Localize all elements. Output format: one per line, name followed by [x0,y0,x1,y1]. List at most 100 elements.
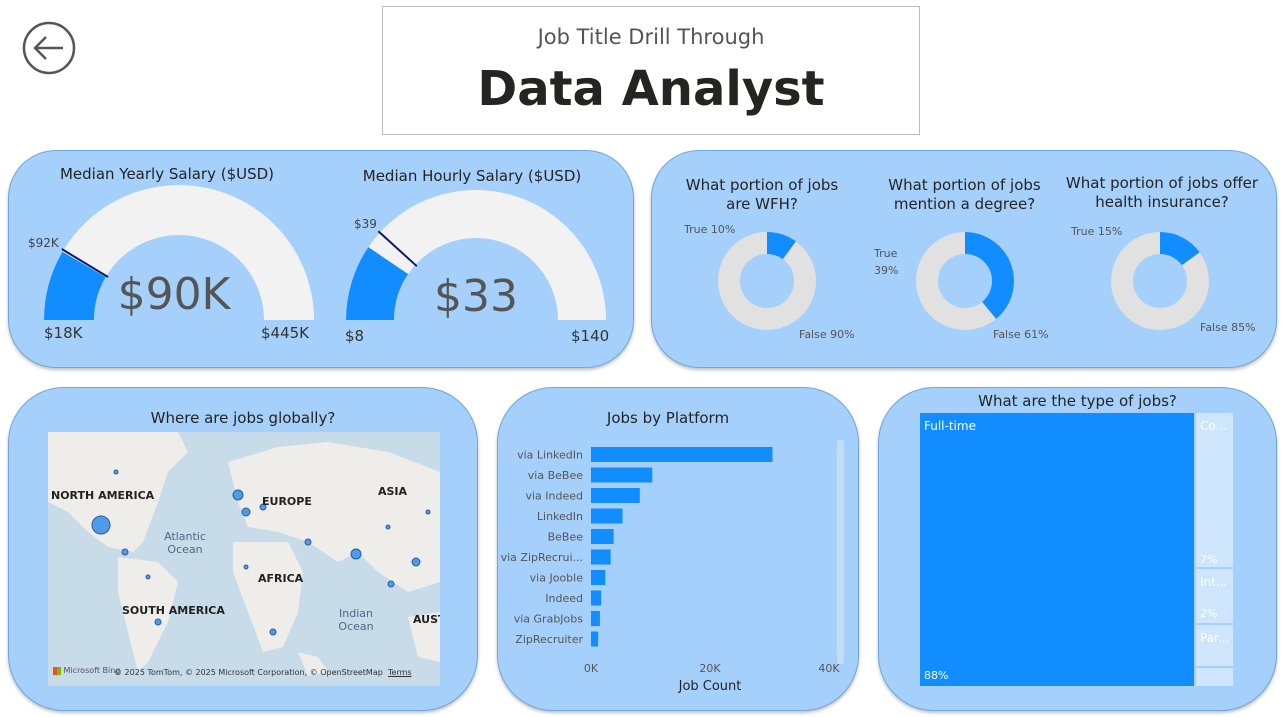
hourly-gauge [346,190,606,320]
map-card: Where are jobs globally? [8,387,478,711]
map-label-asia: ASIA [378,485,408,498]
yearly-min-label: $18K [44,324,83,342]
salary-card: Median Yearly Salary ($USD) Median Hourl… [8,150,634,368]
job-type-title: What are the type of jobs? [978,392,1177,410]
map-label-africa: AFRICA [258,572,304,585]
map-bubble-us-west [91,515,111,535]
map-attribution[interactable]: © 2025 TomTom, © 2025 Microsoft Corporat… [114,668,383,677]
map-label-australia: AUST [413,613,440,626]
header-subtitle: Job Title Drill Through [537,25,765,49]
map-bubble-se-asia [387,580,395,588]
map-bubble-canada [113,469,119,475]
map-label-north-america: NORTH AMERICA [51,489,155,502]
yearly-max-label: $445K [261,324,310,342]
hourly-max-label: $140 [571,327,610,345]
platform-bar[interactable] [591,631,599,647]
treemap-contract-pct: 7% [1200,553,1218,566]
treemap-other[interactable] [1196,668,1233,686]
treemap-internship-pct: 2% [1200,607,1218,620]
treemap-fulltime-label: Full-time [924,419,976,433]
treemap-parttime-label: Par... [1200,631,1230,645]
bing-logo: Microsoft Bing [53,666,120,675]
x-tick-label: 0K [584,662,599,675]
bar-category-label: via Jooble [530,572,584,585]
yearly-salary-title: Median Yearly Salary ($USD) [59,165,275,183]
treemap-contract-label: Co... [1200,419,1227,433]
yearly-gauge [44,185,314,320]
back-arrow-icon [22,21,76,75]
map-bubble-india [350,548,362,560]
wfh-title: What portion of jobs are WFH? [685,176,839,213]
platform-xlabel: Job Count [678,679,742,694]
map-bubble-mexico [121,548,129,556]
map-label-europe: EUROPE [262,495,312,508]
map-title: Where are jobs globally? [150,409,336,427]
yearly-target-label: $92K [28,236,59,250]
map-bubble-japan [425,509,431,515]
bar-category-label: via LinkedIn [517,449,583,462]
map-bubble-africa-s [269,628,277,636]
wfh-donut [718,232,816,330]
treemap-contract[interactable]: Co... 7% [1196,413,1233,567]
treemap-internship[interactable]: Int... 2% [1196,569,1233,623]
degree-true-pct: 39% [874,264,899,277]
map-bubble-china [385,524,391,530]
platform-bar-chart: via LinkedIn via BeBee via Indeed LinkedIn B… [501,447,840,675]
treemap-fulltime[interactable]: Full-time 88% [920,413,1194,686]
degree-true-label: True [874,247,898,260]
windows-icon [53,666,61,675]
hourly-salary-value: $33 [434,271,518,322]
yearly-salary-value: $90K [117,269,231,320]
map-bubble-philippines [411,557,421,567]
map-bubble-africa-w [243,564,249,570]
bar-category-label: via Indeed [525,490,583,503]
yearly-gauge-target [61,248,109,278]
platform-bar[interactable] [591,447,773,462]
bar-category-label: LinkedIn [537,510,583,523]
health-false-label: False 85% [1200,321,1256,334]
platform-bar[interactable] [591,570,606,585]
map-bubble-uk [241,507,251,517]
map-bubbles [91,469,431,636]
treemap-parttime[interactable]: Par... [1196,625,1233,666]
treemap-fulltime-pct: 88% [924,669,949,682]
map-bubble-gulf [304,538,312,546]
health-donut [1111,232,1209,330]
platform-bar[interactable] [591,590,602,606]
wfh-false-label: False 90% [799,328,855,341]
yearly-gauge-fill [44,251,106,320]
header-box: Job Title Drill Through Data Analyst [382,6,920,135]
degree-title: What portion of jobs mention a degree? [888,176,1041,213]
map-terms-link[interactable]: Terms [388,668,412,677]
bar-category-label: ZipRecruiter [515,633,583,646]
wfh-true-arc [718,232,816,330]
x-tick-label: 40K [818,662,840,675]
x-tick-label: 20K [699,662,721,675]
degree-false-label: False 61% [993,328,1049,341]
platform-bar[interactable] [591,549,611,565]
bar-category-label: via BeBee [528,469,583,482]
hourly-target-label: $39 [354,217,377,231]
platform-card: Jobs by Platform via LinkedIn via BeBee vi… [497,387,859,711]
map-label-south-america: SOUTH AMERICA [122,604,225,617]
platform-bar[interactable] [591,611,600,626]
hourly-gauge-target [377,230,418,267]
bar-category-label: Indeed [545,592,583,605]
world-map[interactable]: NORTH AMERICA EUROPE ASIA AFRICA SOUTH A… [48,432,440,686]
platform-bar[interactable] [591,467,653,483]
degree-true-arc [916,232,1014,330]
treemap-internship-label: Int... [1200,575,1228,589]
map-bubble-caribbean [145,574,151,580]
map-bubble-sa [154,618,162,626]
platform-bar[interactable] [591,488,640,503]
platform-bar[interactable] [591,508,623,524]
bar-category-label: via ZipRecrui... [501,551,583,564]
platform-scrollbar[interactable] [837,440,844,664]
page-title: Data Analyst [477,61,825,117]
degree-donut [916,232,1014,330]
map-label-indian: Indian Ocean [338,607,374,633]
platform-bar[interactable] [591,529,614,544]
platform-chart-title: Jobs by Platform [606,409,730,427]
back-button[interactable] [22,21,76,75]
map-bubble-europe [232,489,244,501]
